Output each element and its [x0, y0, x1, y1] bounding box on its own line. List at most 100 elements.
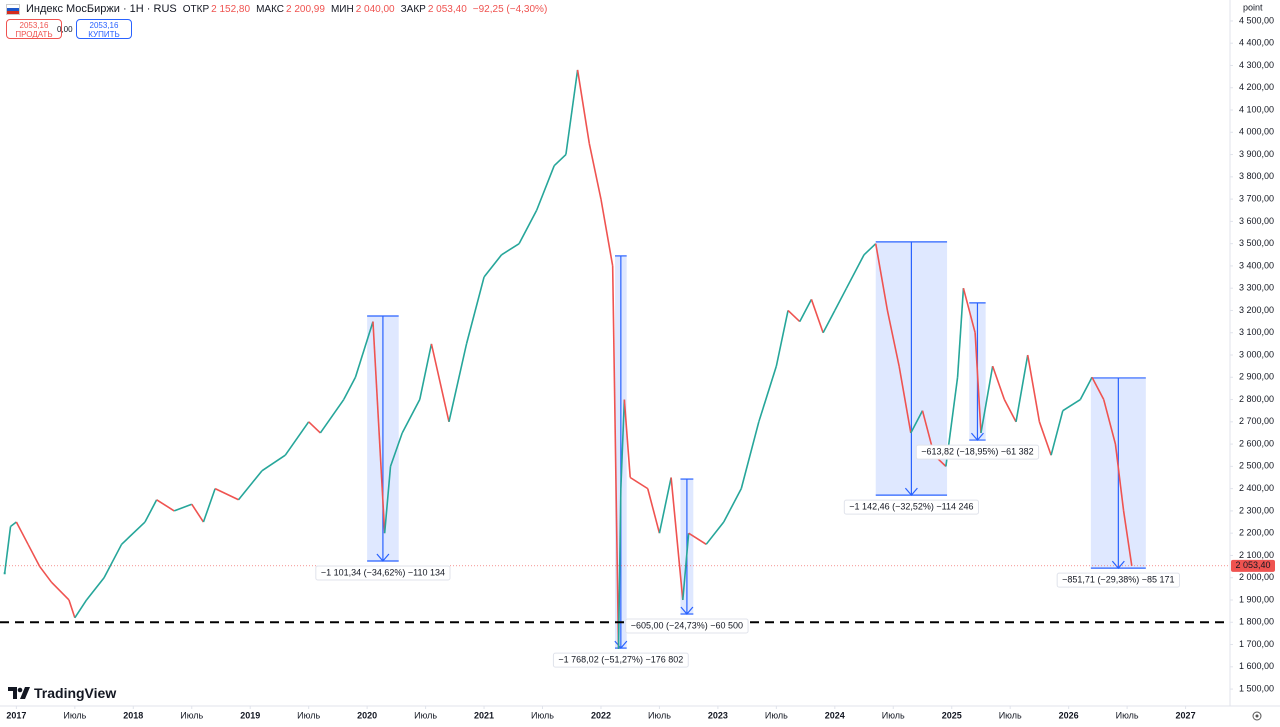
price-segment: [611, 265, 620, 649]
price-segment: [810, 299, 824, 333]
price-segment: [483, 254, 503, 278]
x-tick-label: Июль: [297, 710, 320, 720]
price-segment: [10, 521, 17, 528]
price-segment: [787, 309, 801, 323]
x-tick-label: 2017: [6, 710, 26, 720]
price-segment: [50, 581, 70, 601]
last-price-box: [1231, 559, 1275, 572]
price-segment: [156, 499, 175, 512]
ohlc-label: МАКС: [256, 3, 284, 15]
x-tick-label: Июль: [180, 710, 203, 720]
price-segment: [74, 599, 88, 619]
y-tick-label: 1 800,00: [1239, 617, 1274, 627]
price-segment: [1122, 510, 1133, 566]
ohlc-value: 2 200,99: [286, 3, 325, 15]
y-tick-label: 2 500,00: [1239, 461, 1274, 471]
price-segment: [1102, 399, 1117, 445]
price-segment: [1026, 354, 1041, 422]
y-tick-label: 2 900,00: [1239, 372, 1274, 382]
y-tick-label: 3 000,00: [1239, 349, 1274, 359]
measure-label-text: −613,82 (−18,95%) −61 382: [921, 446, 1033, 456]
settings-icon-dot: [1255, 714, 1259, 718]
y-tick-label: 3 700,00: [1239, 193, 1274, 203]
price-segment: [214, 487, 239, 501]
measure-arrowhead: [904, 487, 918, 497]
y-tick-label: 3 300,00: [1239, 283, 1274, 293]
logo: TradingView: [8, 685, 116, 701]
price-segment: [1038, 421, 1052, 456]
x-tick-label: 2021: [474, 710, 494, 720]
price-segment: [705, 521, 725, 545]
x-tick-label: 2027: [1176, 710, 1196, 720]
y-tick-label: 1 700,00: [1239, 639, 1274, 649]
price-segment: [15, 521, 29, 545]
x-tick-label: Июль: [414, 710, 437, 720]
price-segment: [191, 503, 205, 523]
x-tick-label: Июль: [882, 710, 905, 720]
measure-label-bg: [625, 618, 749, 634]
price-segment: [448, 343, 468, 422]
y-tick-label: 3 600,00: [1239, 216, 1274, 226]
price-segment: [588, 143, 602, 200]
measure-label-text: −851,71 (−29,38%) −85 171: [1062, 575, 1174, 585]
price-segment: [103, 543, 123, 579]
y-tick-label: 1 900,00: [1239, 594, 1274, 604]
price-segment: [173, 503, 193, 512]
price-segment: [600, 198, 614, 267]
price-segment: [980, 366, 994, 434]
x-tick-label: 2026: [1059, 710, 1079, 720]
x-tick-label: Июль: [1116, 710, 1139, 720]
price-segment: [553, 153, 567, 167]
price-segment: [1079, 376, 1093, 400]
price-segment: [723, 488, 742, 523]
price-segment: [886, 310, 900, 367]
y-tick-label: 2 600,00: [1239, 438, 1274, 448]
price-segment: [1015, 354, 1029, 422]
measure-label-bg: [315, 565, 451, 581]
y-tick-label: 3 200,00: [1239, 305, 1274, 315]
ohlc-value: 2 053,40: [427, 3, 467, 15]
x-tick-label: 2025: [942, 710, 962, 720]
price-segment: [775, 310, 789, 367]
measure-label: −851,71 (−29,38%) −85 171: [1056, 572, 1181, 588]
measure-arrowhead: [680, 606, 694, 615]
y-tick-label: 2 700,00: [1239, 416, 1274, 426]
y-tick-label: 2 800,00: [1239, 394, 1274, 404]
price-segment: [418, 343, 433, 400]
x-tick-label: Июль: [648, 710, 671, 720]
price-segment: [1003, 399, 1017, 423]
measure-label: −613,82 (−18,95%) −61 382: [915, 444, 1040, 460]
y-tick-label: 4 200,00: [1239, 82, 1274, 92]
price-segment: [1091, 376, 1105, 400]
price-segment: [863, 243, 877, 256]
sell-button[interactable]: 2053,16 ПРОДАТЬ: [6, 19, 62, 39]
ohlc-label: МИН: [330, 3, 354, 15]
x-tick-label: 2018: [123, 710, 143, 720]
y-tick-label: 2 000,00: [1239, 572, 1274, 582]
y-tick-label: 4 100,00: [1239, 104, 1274, 114]
price-segment: [758, 365, 778, 423]
measure-arrowhead: [1111, 560, 1125, 570]
price-segment: [1062, 398, 1081, 412]
y-tick-label: 3 500,00: [1239, 238, 1274, 248]
y-tick-label: 2 200,00: [1239, 528, 1274, 538]
x-tick-label: 2024: [825, 710, 845, 720]
settings-icon[interactable]: [1252, 711, 1262, 721]
symbol: Индекс МосБиржи · 1H · RUS: [26, 3, 177, 15]
price-segment: [991, 365, 1006, 400]
price-segment: [623, 399, 631, 478]
x-tick-label: 2019: [240, 710, 260, 720]
price-segment: [202, 488, 216, 523]
last-price-label: 2 053,40: [1235, 560, 1270, 570]
y-tick-label: 3 900,00: [1239, 149, 1274, 159]
x-tick-label: Июль: [765, 710, 788, 720]
x-tick-label: Июль: [63, 710, 86, 720]
buy-label: КУПИТЬ: [88, 30, 120, 39]
x-tick-label: Июль: [999, 710, 1022, 720]
buy-button[interactable]: 2053,16 КУПИТЬ: [76, 19, 132, 39]
measure-label: −1 142,46 (−32,52%) −114 246: [843, 499, 979, 515]
price-segment: [845, 254, 865, 289]
price-segment: [389, 432, 403, 467]
price-segment: [565, 69, 579, 155]
